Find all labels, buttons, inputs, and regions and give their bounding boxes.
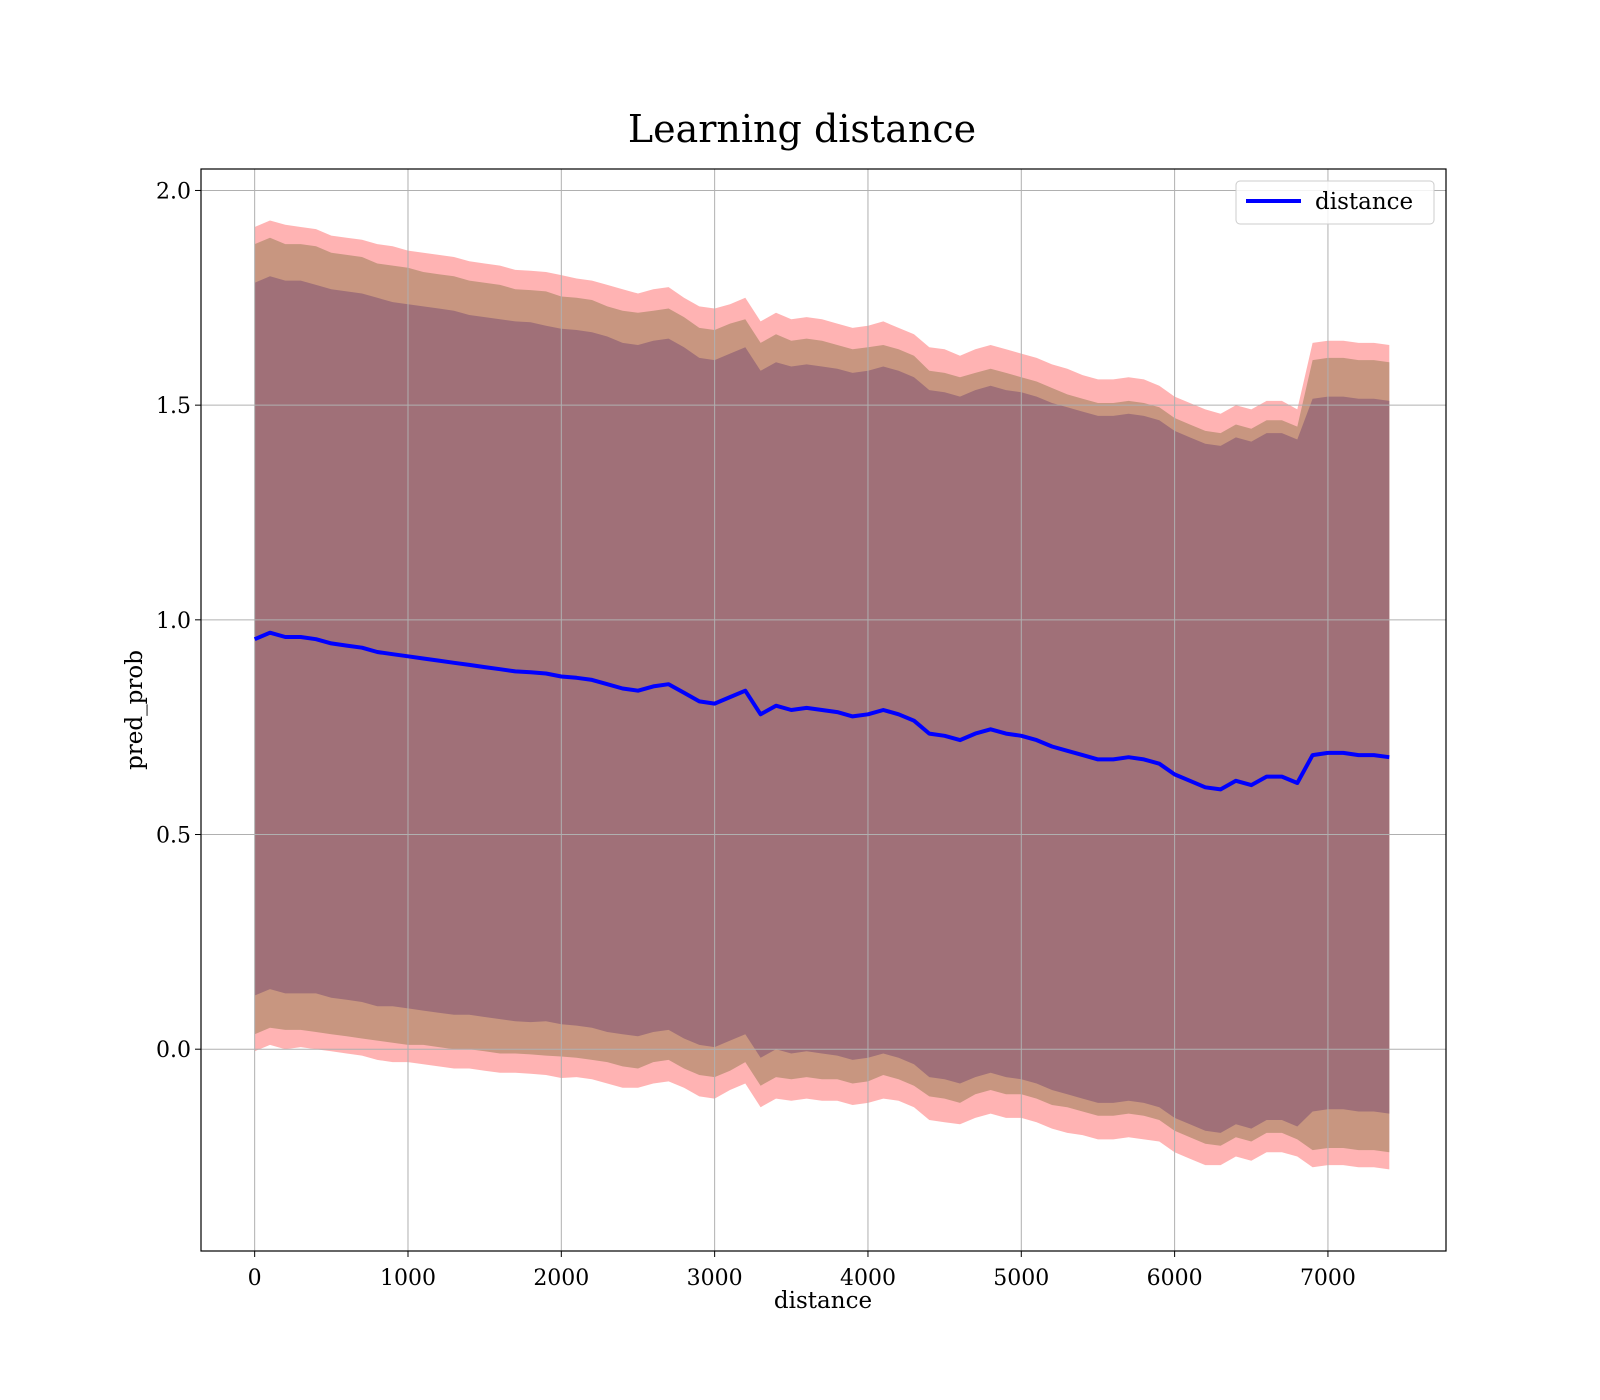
series-line-distance	[253, 630, 1390, 792]
y-tick-label: 1.5	[156, 394, 191, 419]
legend-box	[1235, 180, 1435, 225]
y-axis-label: pred_prob	[122, 650, 148, 770]
chart-title: Learning distance	[628, 107, 976, 151]
x-axis-ticks: 0 1000 2000 3000 4000 5000 6000 7000	[248, 1251, 1356, 1291]
y-tick-label: 0.5	[156, 824, 191, 849]
legend: distance	[1235, 180, 1435, 225]
band-inner	[254, 276, 1390, 1133]
y-axis-ticks: 0.0 0.5 1.0 1.5 2.0	[156, 179, 201, 1063]
x-tick-label: 3000	[687, 1266, 743, 1291]
y-tick-label: 0.0	[156, 1038, 191, 1063]
y-tick-label: 1.0	[156, 609, 191, 634]
legend-label-distance: distance	[1315, 189, 1413, 215]
x-axis-label: distance	[774, 1288, 872, 1314]
y-tick-label: 2.0	[156, 179, 191, 204]
x-tick-label: 7000	[1300, 1266, 1356, 1291]
confidence-bands	[254, 220, 1390, 1170]
x-tick-label: 5000	[993, 1266, 1049, 1291]
x-tick-label: 6000	[1147, 1266, 1203, 1291]
x-tick-label: 1000	[380, 1266, 436, 1291]
grid-lines	[201, 169, 1446, 1251]
plot-frame	[200, 168, 1447, 1252]
x-tick-label: 0	[248, 1266, 262, 1291]
series-lines	[253, 630, 1390, 792]
x-tick-label: 2000	[533, 1266, 589, 1291]
x-tick-label: 4000	[840, 1266, 896, 1291]
